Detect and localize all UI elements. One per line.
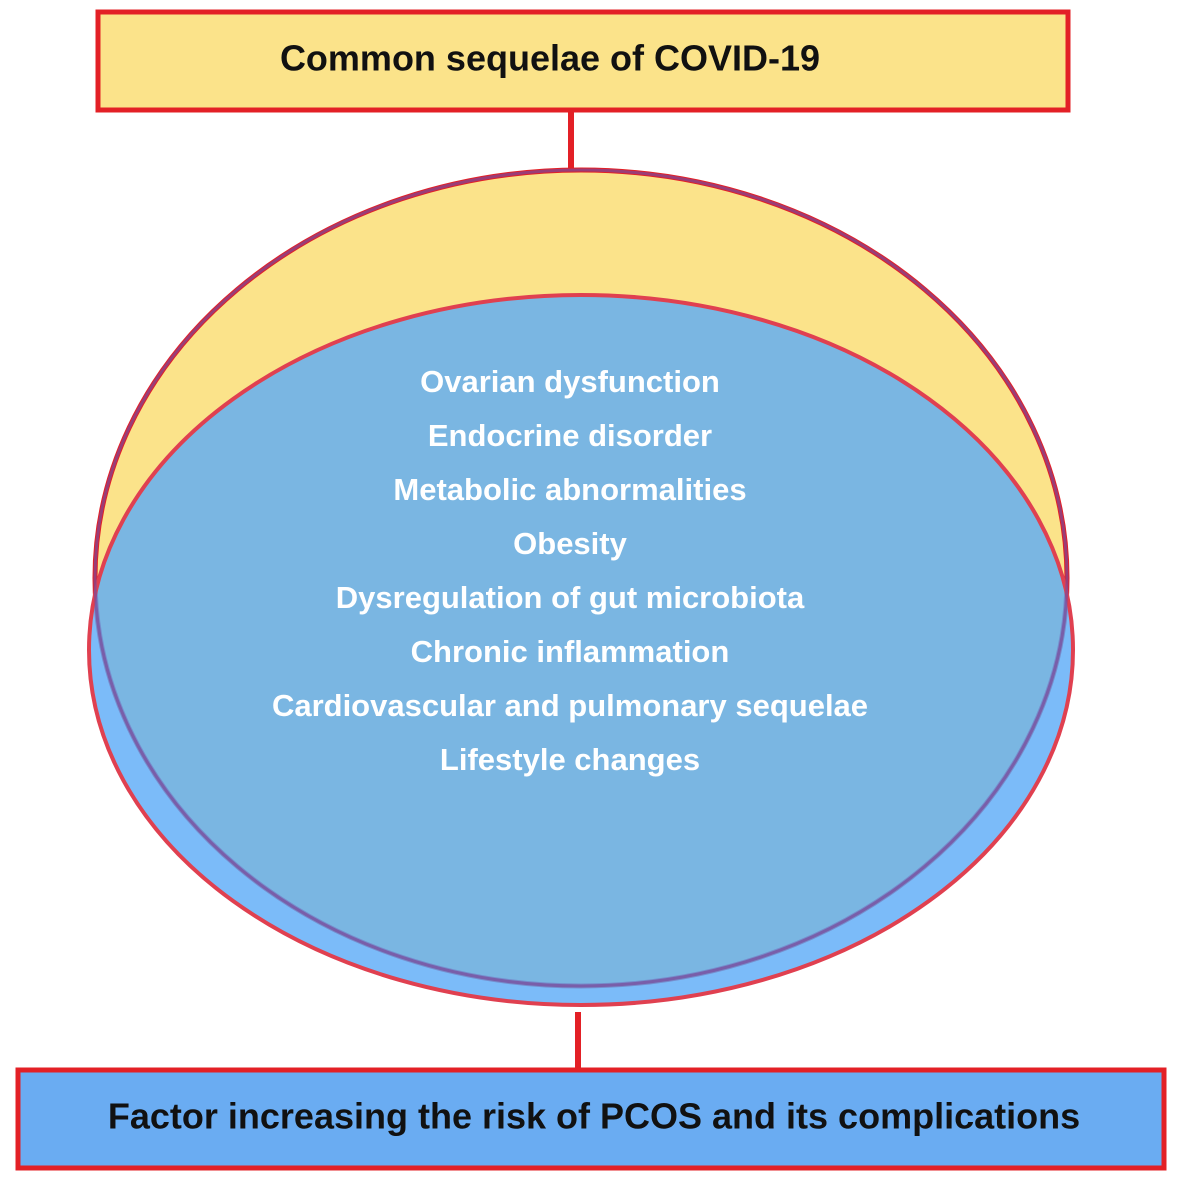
item: Obesity (513, 526, 627, 561)
header-box (95, 9, 1071, 113)
footer-title: Factor increasing the risk of PCOS and i… (108, 1096, 1080, 1137)
item: Dysregulation of gut microbiota (336, 580, 805, 615)
item: Ovarian dysfunction (420, 364, 720, 399)
item: Metabolic abnormalities (393, 472, 746, 507)
item: Endocrine disorder (428, 418, 712, 453)
footer-box (15, 1067, 1167, 1171)
item: Lifestyle changes (440, 742, 700, 777)
header-title: Common sequelae of COVID-19 (280, 38, 820, 79)
item: Cardiovascular and pulmonary sequelae (272, 688, 868, 723)
overlap-outline (93, 168, 1069, 988)
item-list: Ovarian dysfunction Endocrine disorder Met… (272, 364, 868, 777)
item: Chronic inflammation (411, 634, 730, 669)
lower-ellipse (87, 293, 1075, 1007)
